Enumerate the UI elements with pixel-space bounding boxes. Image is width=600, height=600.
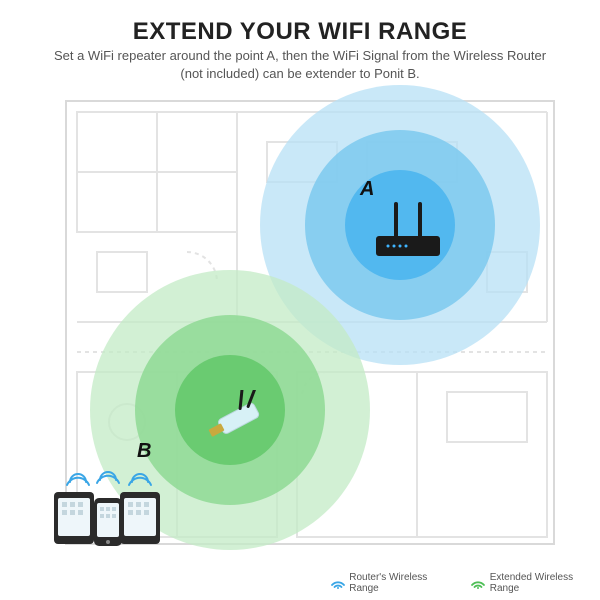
legend-extended: Extended Wireless Range <box>470 572 600 594</box>
subtitle-line1: Set a WiFi repeater around the point A, … <box>0 48 600 63</box>
router-icon <box>370 200 446 262</box>
wifi-icon <box>470 577 485 589</box>
repeater-icon <box>200 390 278 444</box>
legend-router: Router's Wireless Range <box>330 572 454 594</box>
subtitle-line2: (not included) can be extender to Ponit … <box>0 66 600 81</box>
page: EXTEND YOUR WIFI RANGE Set a WiFi repeat… <box>0 0 600 600</box>
legend-router-label: Router's Wireless Range <box>349 572 454 594</box>
label-b: B <box>137 440 151 463</box>
page-title: EXTEND YOUR WIFI RANGE <box>0 18 600 46</box>
label-a: A <box>360 178 374 201</box>
legend: Router's Wireless Range Extended Wireles… <box>330 572 600 594</box>
devices-icon <box>50 470 165 548</box>
wifi-icon <box>330 577 345 589</box>
legend-extended-label: Extended Wireless Range <box>490 572 600 594</box>
